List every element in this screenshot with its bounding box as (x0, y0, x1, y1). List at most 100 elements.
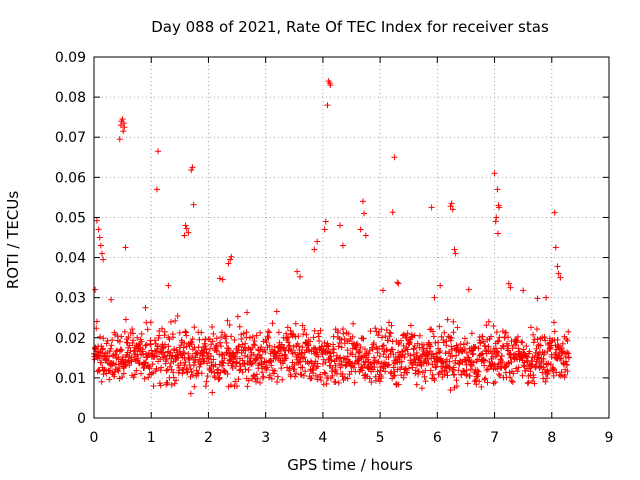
data-point (447, 387, 454, 394)
data-point (290, 343, 297, 350)
data-point (411, 332, 418, 339)
data-point (533, 345, 540, 352)
data-point (142, 350, 149, 357)
data-point (311, 344, 318, 351)
data-point (417, 353, 424, 360)
data-point (235, 376, 242, 383)
data-point (224, 317, 231, 324)
y-tick-label: 0.01 (55, 371, 86, 387)
data-point (138, 338, 145, 345)
data-point (474, 367, 481, 374)
data-point (338, 358, 345, 365)
data-point (385, 354, 392, 361)
data-point (287, 346, 294, 353)
data-point (342, 374, 349, 381)
data-point (350, 320, 357, 327)
data-point (253, 378, 260, 385)
data-point (259, 369, 266, 376)
data-point-peak (219, 276, 226, 283)
data-point (558, 369, 565, 376)
data-point (492, 379, 499, 386)
data-point (224, 370, 231, 377)
data-point-peak (185, 229, 192, 236)
data-point (554, 341, 561, 348)
data-point (514, 368, 521, 375)
data-point (210, 330, 217, 337)
data-point (236, 367, 243, 374)
data-point (444, 372, 451, 379)
data-point (564, 337, 571, 344)
data-point (483, 367, 490, 374)
data-point (326, 347, 333, 354)
data-point (208, 368, 215, 375)
data-point-peak (314, 238, 321, 245)
data-point (247, 355, 254, 362)
data-point-peak (449, 206, 456, 213)
data-point (560, 359, 567, 366)
data-point (129, 326, 136, 333)
data-point (520, 346, 527, 353)
data-point (176, 348, 183, 355)
data-point (273, 308, 280, 315)
data-point (181, 350, 188, 357)
data-point-peak (551, 209, 558, 216)
data-point (223, 339, 230, 346)
data-point (557, 372, 564, 379)
data-point (233, 359, 240, 366)
data-point (250, 341, 257, 348)
data-point (126, 342, 133, 349)
data-point (301, 326, 308, 333)
axis-ticks (93, 56, 610, 419)
data-point-peak (93, 217, 100, 224)
data-point (433, 350, 440, 357)
data-point (427, 343, 434, 350)
data-point (299, 322, 306, 329)
data-point (468, 358, 475, 365)
data-point (159, 325, 166, 332)
data-point (321, 369, 328, 376)
data-point (98, 378, 105, 385)
data-point (275, 329, 282, 336)
data-point (293, 370, 300, 377)
data-point (246, 334, 253, 341)
data-point (170, 369, 177, 376)
data-point (478, 351, 485, 358)
data-point (314, 363, 321, 370)
data-point (463, 367, 470, 374)
data-point (409, 364, 416, 371)
data-point (274, 373, 281, 380)
data-point (352, 353, 359, 360)
data-point (284, 324, 291, 331)
data-point (438, 333, 445, 340)
data-point (349, 360, 356, 367)
data-point (537, 342, 544, 349)
data-point (395, 381, 402, 388)
data-point (322, 370, 329, 377)
data-point (375, 332, 382, 339)
data-point (103, 340, 110, 347)
data-point (441, 329, 448, 336)
data-point (481, 376, 488, 383)
data-point (176, 367, 183, 374)
data-point (202, 343, 209, 350)
data-point (116, 338, 123, 345)
x-tick-label: 2 (204, 430, 213, 446)
data-point (232, 378, 239, 385)
data-point (549, 364, 556, 371)
data-point (469, 362, 476, 369)
data-point (387, 370, 394, 377)
data-point (187, 365, 194, 372)
data-point (131, 371, 138, 378)
data-point (401, 366, 408, 373)
data-point (365, 356, 372, 363)
data-point (386, 361, 393, 368)
data-point (105, 357, 112, 364)
y-tick-label: 0.03 (55, 291, 86, 307)
data-point (142, 342, 149, 349)
data-point (561, 371, 568, 378)
data-point (515, 345, 522, 352)
data-point (165, 343, 172, 350)
data-point (269, 320, 276, 327)
data-point (413, 349, 420, 356)
data-point (519, 339, 526, 346)
